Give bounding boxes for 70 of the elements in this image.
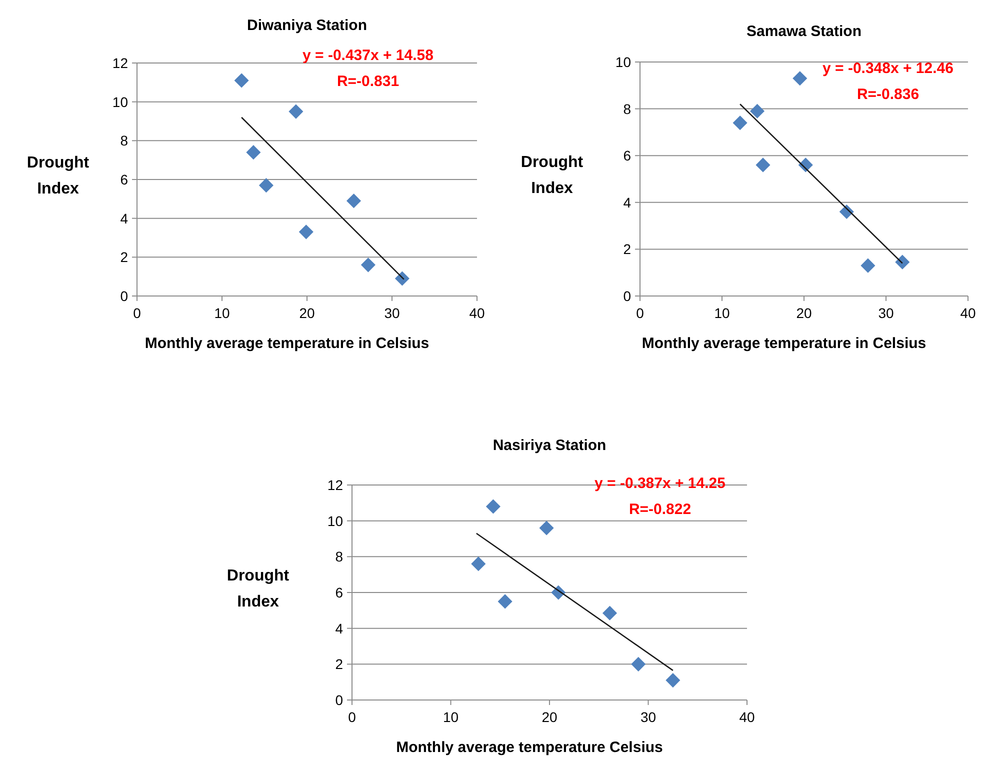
annotation: R=-0.822 bbox=[628, 501, 692, 518]
annotation: y = -0.348x + 12.46 bbox=[822, 60, 954, 77]
point bbox=[246, 145, 261, 160]
x-tick-label: 40 bbox=[469, 305, 485, 321]
y-tick-label: 4 bbox=[623, 194, 632, 210]
point bbox=[602, 606, 617, 620]
y-tick-label: 2 bbox=[120, 249, 128, 266]
chart-title: Samawa Station bbox=[746, 23, 862, 40]
x-axis-title: Monthly average temperature in Celsius bbox=[144, 335, 430, 352]
x-tick-label: 40 bbox=[739, 709, 755, 725]
y-axis-title: Drought Index bbox=[26, 154, 90, 198]
x-axis-title: Monthly average temperature in Celsius bbox=[642, 335, 926, 352]
y-tick-label: 8 bbox=[335, 548, 344, 565]
x-tick-label: 30 bbox=[384, 305, 400, 321]
point bbox=[732, 116, 748, 130]
y-tick-label: 2 bbox=[623, 241, 632, 258]
annotation: y = -0.437x + 14.58 bbox=[302, 47, 434, 64]
y-tick-label: 0 bbox=[623, 288, 632, 304]
annotation: R=-0.836 bbox=[856, 86, 920, 103]
y-tick-label: 6 bbox=[335, 584, 344, 600]
x-tick-label: 0 bbox=[636, 305, 644, 321]
x-tick-label: 10 bbox=[442, 709, 459, 725]
point bbox=[539, 520, 554, 536]
point bbox=[234, 73, 249, 88]
x-axis-title: Monthly average temperature Celsius bbox=[396, 739, 663, 756]
y-tick-label: 0 bbox=[120, 288, 128, 304]
x-tick-label: 30 bbox=[878, 305, 894, 321]
y-tick-label: 8 bbox=[120, 132, 128, 149]
y-tick-label: 10 bbox=[327, 512, 344, 529]
y-tick-label: 0 bbox=[335, 692, 344, 708]
y-axis-title: Drought Index bbox=[520, 154, 584, 197]
y-tick-label: 12 bbox=[112, 55, 128, 71]
point bbox=[498, 594, 512, 609]
point bbox=[361, 258, 376, 272]
point bbox=[631, 657, 646, 672]
chart-title: Diwaniya Station bbox=[246, 17, 368, 34]
y-tick-label: 12 bbox=[327, 477, 344, 493]
x-tick-label: 20 bbox=[299, 305, 315, 321]
point bbox=[346, 194, 361, 208]
point bbox=[288, 104, 304, 119]
x-tick-label: 10 bbox=[214, 305, 230, 321]
point bbox=[860, 258, 876, 273]
point bbox=[895, 255, 910, 270]
y-tick-label: 8 bbox=[623, 100, 632, 117]
y-tick-label: 10 bbox=[615, 54, 632, 70]
y-tick-label: 6 bbox=[120, 172, 128, 188]
x-tick-label: 40 bbox=[960, 305, 976, 321]
y-tick-label: 10 bbox=[112, 94, 128, 110]
annotation: y = -0.387x + 14.25 bbox=[594, 475, 726, 492]
point bbox=[486, 499, 500, 514]
point bbox=[750, 104, 764, 118]
x-tick-label: 10 bbox=[714, 305, 730, 321]
point bbox=[471, 556, 486, 571]
x-tick-label: 30 bbox=[640, 709, 656, 725]
x-tick-label: 0 bbox=[133, 305, 142, 321]
y-tick-label: 6 bbox=[623, 148, 632, 164]
y-tick-label: 4 bbox=[335, 620, 344, 636]
point bbox=[666, 673, 680, 688]
chart-title: Nasiriya Station bbox=[492, 437, 606, 454]
y-tick-label: 2 bbox=[335, 656, 344, 672]
point bbox=[756, 158, 770, 172]
x-tick-label: 20 bbox=[542, 709, 558, 725]
x-tick-label: 20 bbox=[796, 305, 812, 321]
x-tick-label: 0 bbox=[348, 709, 356, 725]
annotation: R=-0.831 bbox=[336, 73, 400, 90]
y-axis-title: Drought Index bbox=[226, 568, 290, 610]
point bbox=[299, 224, 314, 239]
y-tick-label: 4 bbox=[120, 210, 128, 226]
point bbox=[259, 178, 274, 192]
point bbox=[792, 71, 807, 86]
